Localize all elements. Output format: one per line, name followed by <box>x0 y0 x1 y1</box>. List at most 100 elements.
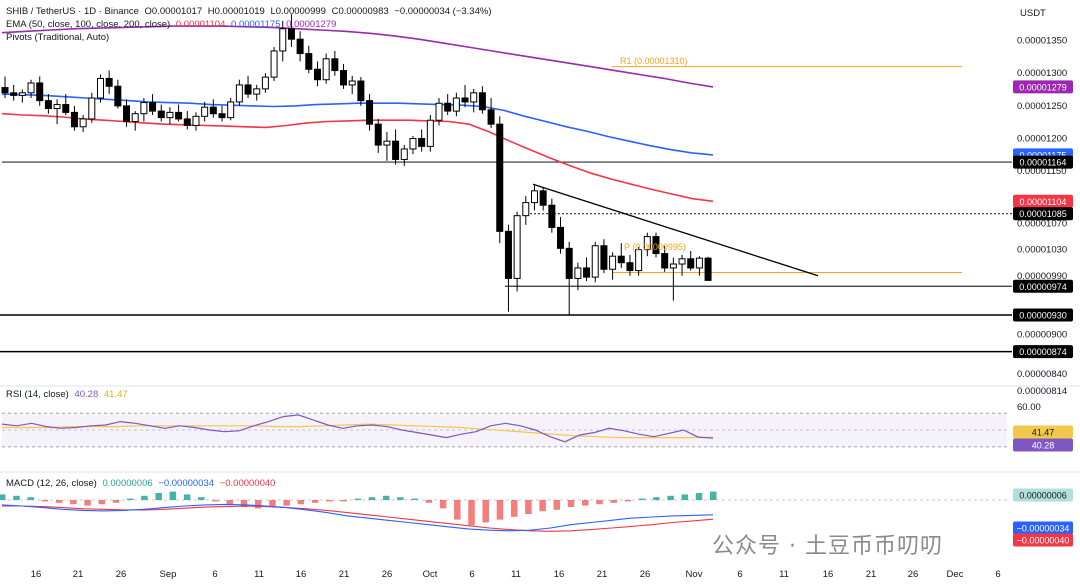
macd-histogram-bar[interactable] <box>582 500 589 506</box>
candle[interactable] <box>287 28 295 40</box>
macd-histogram-bar[interactable] <box>169 491 177 500</box>
pivots-label[interactable]: Pivots (Traditional, Auto) <box>6 32 110 43</box>
macd-histogram-bar[interactable] <box>638 498 646 500</box>
candle[interactable] <box>70 111 78 128</box>
macd-histogram-bar[interactable] <box>610 500 617 503</box>
macd-histogram-bar[interactable] <box>326 500 333 502</box>
macd-histogram-bar[interactable] <box>482 500 489 523</box>
macd-signal-badge[interactable] <box>1013 533 1073 547</box>
candle[interactable] <box>496 123 504 232</box>
macd-histogram-bar[interactable] <box>340 500 347 502</box>
candle[interactable] <box>487 109 495 125</box>
candle[interactable] <box>478 92 486 111</box>
candle[interactable] <box>36 82 44 102</box>
ema200-badge[interactable] <box>1013 80 1073 94</box>
rsi-label[interactable]: RSI (14, close) <box>6 389 69 400</box>
macd-value-badge[interactable] <box>1013 521 1073 535</box>
macd-label[interactable]: MACD (12, 26, close) <box>6 478 97 489</box>
macd-histogram-bar[interactable] <box>368 497 376 500</box>
candle[interactable] <box>201 106 209 117</box>
candle[interactable] <box>444 102 452 112</box>
macd-histogram-bar[interactable] <box>55 500 63 503</box>
candle[interactable] <box>426 119 434 147</box>
macd-histogram-bar[interactable] <box>624 500 632 502</box>
rsi-value-badge[interactable] <box>1013 438 1073 452</box>
macd-histogram-bar[interactable] <box>269 500 276 507</box>
rsi-line[interactable] <box>1 414 714 443</box>
macd-histogram-bar[interactable] <box>254 500 262 509</box>
candle[interactable] <box>44 100 52 109</box>
macd-histogram-bar[interactable] <box>454 500 461 520</box>
candle[interactable] <box>227 101 235 119</box>
candle[interactable] <box>643 236 651 251</box>
candle[interactable] <box>565 247 573 279</box>
macd-histogram-bar[interactable] <box>297 500 305 505</box>
candle[interactable] <box>635 249 643 272</box>
candle[interactable] <box>18 92 26 96</box>
macd-histogram-bar[interactable] <box>354 498 362 500</box>
candle[interactable] <box>183 118 191 126</box>
macd-histogram-bar[interactable] <box>397 497 404 500</box>
candle[interactable] <box>452 97 460 112</box>
candle[interactable] <box>704 257 712 281</box>
candle[interactable] <box>661 253 669 269</box>
candle[interactable] <box>652 236 660 255</box>
macd-histogram-bar[interactable] <box>311 500 319 503</box>
candle[interactable] <box>166 111 174 119</box>
macd-histogram-bar[interactable] <box>27 497 34 500</box>
macd-histogram-bar[interactable] <box>667 495 674 500</box>
macd-histogram-bar[interactable] <box>439 500 447 509</box>
triangle-trendline[interactable] <box>532 183 819 277</box>
rsi-ma-badge[interactable] <box>1013 425 1073 439</box>
candle[interactable] <box>678 258 686 265</box>
candle[interactable] <box>374 123 382 146</box>
candle[interactable] <box>96 77 104 99</box>
candle[interactable] <box>617 255 625 264</box>
candle[interactable] <box>305 53 313 70</box>
candle[interactable] <box>88 97 96 120</box>
candle[interactable] <box>557 226 565 249</box>
candle[interactable] <box>270 50 278 78</box>
candle[interactable] <box>392 140 400 160</box>
candle[interactable] <box>687 258 695 269</box>
ema-label[interactable]: EMA (50, close, 100, close, 200, close) <box>6 19 171 30</box>
macd-histogram-bar[interactable] <box>525 500 532 514</box>
candle[interactable] <box>218 113 226 119</box>
macd-histogram-bar[interactable] <box>553 500 561 510</box>
candle[interactable] <box>123 105 131 123</box>
macd-histogram-bar[interactable] <box>653 497 660 500</box>
macd-histogram-bar[interactable] <box>84 500 91 506</box>
macd-histogram-bar[interactable] <box>596 500 603 505</box>
candle[interactable] <box>105 77 113 87</box>
candle[interactable] <box>609 255 617 270</box>
macd-histogram-bar[interactable] <box>567 500 575 507</box>
candle[interactable] <box>296 38 304 55</box>
macd-hist-badge[interactable] <box>1013 488 1073 502</box>
macd-histogram-bar[interactable] <box>468 500 475 526</box>
macd-histogram-bar[interactable] <box>226 500 234 505</box>
macd-histogram-bar[interactable] <box>141 495 148 500</box>
candle[interactable] <box>140 102 148 115</box>
macd-histogram-bar[interactable] <box>425 500 433 503</box>
candle[interactable] <box>79 118 87 128</box>
candle[interactable] <box>279 28 287 52</box>
macd-histogram-bar[interactable] <box>240 500 248 507</box>
macd-signal-line[interactable] <box>2 505 714 532</box>
macd-histogram-bar[interactable] <box>382 495 390 500</box>
candle[interactable] <box>600 245 608 270</box>
candle[interactable] <box>348 80 356 86</box>
candle[interactable] <box>513 215 521 279</box>
candle[interactable] <box>192 115 200 126</box>
candle[interactable] <box>383 140 391 146</box>
candle[interactable] <box>62 104 70 113</box>
symbol-label[interactable]: SHIB / TetherUS · 1D · Binance <box>6 6 139 17</box>
level-974-badge[interactable] <box>1013 279 1073 293</box>
candle[interactable] <box>131 113 139 123</box>
macd-histogram-bar[interactable] <box>13 495 20 500</box>
candle[interactable] <box>261 76 269 90</box>
candle[interactable] <box>209 106 217 115</box>
candle[interactable] <box>522 202 530 217</box>
macd-histogram-bar[interactable] <box>710 491 717 500</box>
candle[interactable] <box>548 204 556 228</box>
candle[interactable] <box>340 70 348 86</box>
